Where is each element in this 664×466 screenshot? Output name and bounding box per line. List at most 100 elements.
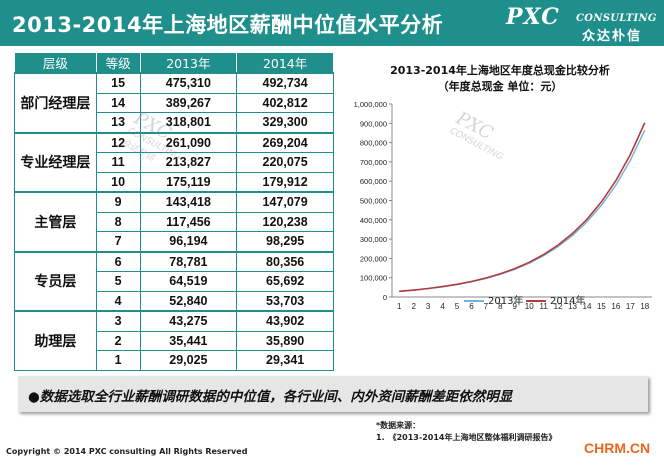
legend-swatch-2014 bbox=[526, 300, 546, 302]
page-title: 2013-2014年上海地区薪酬中位值水平分析 bbox=[12, 13, 444, 37]
table-row: 13 318,801 329,300 bbox=[15, 112, 334, 133]
grade-cell: 13 bbox=[95, 112, 141, 133]
table-row: 2 35,441 35,890 bbox=[15, 330, 334, 351]
table-row: 5 64,519 65,692 bbox=[15, 271, 334, 292]
level-cell: 专员层 bbox=[14, 250, 97, 312]
value-2013-cell: 78,781 bbox=[139, 250, 238, 272]
grade-cell: 14 bbox=[95, 92, 141, 113]
x-tick-label: 2 bbox=[411, 302, 416, 311]
x-tick-label: 17 bbox=[626, 302, 635, 311]
value-2014-cell: 269,204 bbox=[236, 131, 334, 153]
table-row: 助理层 3 43,275 43,902 bbox=[14, 310, 334, 371]
site-label: CHRM.CN bbox=[584, 440, 651, 456]
x-tick-label: 4 bbox=[440, 302, 445, 311]
value-2013-cell: 35,441 bbox=[139, 330, 238, 351]
y-tick-label: 700,000 bbox=[360, 158, 387, 167]
x-tick-label: 6 bbox=[469, 302, 474, 311]
table-row: 专员层 6 78,781 80,356 bbox=[14, 250, 334, 312]
x-tick-label: 13 bbox=[568, 302, 577, 311]
value-2013-cell: 175,119 bbox=[139, 171, 238, 193]
value-2014-cell: 98,295 bbox=[236, 231, 334, 252]
value-2013-cell: 389,267 bbox=[139, 92, 238, 113]
value-2014-cell: 43,902 bbox=[236, 310, 334, 332]
table-row: 专业经理层 12 261,090 269,204 bbox=[14, 131, 334, 193]
y-tick-label: 400,000 bbox=[360, 216, 387, 225]
logo-main: PXC bbox=[506, 4, 560, 30]
y-tick-label: 600,000 bbox=[360, 177, 387, 186]
grade-cell: 7 bbox=[95, 231, 141, 252]
value-2013-cell: 213,827 bbox=[139, 152, 238, 173]
source-item: 1. 《2013-2014年上海地区整体福利调研报告》 bbox=[376, 433, 557, 442]
level-cell: 部门经理层 bbox=[14, 72, 97, 133]
value-2014-cell: 179,912 bbox=[236, 171, 334, 193]
note-text: ●数据选取全行业薪酬调研数据的中位值，各行业间、内外资间薪酬差距依然明显 bbox=[28, 389, 513, 405]
value-2014-cell: 53,703 bbox=[236, 290, 334, 312]
legend-item-2014: 2014年 bbox=[526, 292, 585, 307]
y-tick-label: 300,000 bbox=[360, 235, 387, 244]
x-tick-label: 16 bbox=[611, 302, 620, 311]
copyright: Copyright © 2014 PXC consulting All Righ… bbox=[6, 447, 248, 456]
value-2014-cell: 329,300 bbox=[236, 112, 334, 133]
line-chart: 0 100,000 200,000 300,000 400,000 500,000 600,… bbox=[354, 100, 652, 311]
table-row: 主管层 9 143,418 147,079 bbox=[14, 191, 334, 252]
level-cell: 助理层 bbox=[14, 310, 97, 371]
value-2013-cell: 52,840 bbox=[139, 290, 238, 312]
chart-panel: 2013-2014年上海地区年度总现金比较分析 （年度总现金 单位：元） 0 10… bbox=[340, 58, 660, 311]
table-body: 部门经理层 15 475,310 492,734 14 389,267 402,812 13 3… bbox=[14, 72, 334, 371]
grade-cell: 10 bbox=[95, 171, 141, 193]
y-tick-label: 0 bbox=[383, 293, 387, 302]
y-tick-label: 1,000,000 bbox=[354, 100, 387, 109]
x-tick-label: 5 bbox=[455, 302, 460, 311]
x-tick-label: 14 bbox=[583, 302, 592, 311]
header-2014: 2014年 bbox=[236, 52, 334, 74]
x-tick-label: 11 bbox=[540, 302, 549, 311]
value-2014-cell: 80,356 bbox=[236, 250, 334, 272]
grade-cell: 12 bbox=[95, 131, 141, 153]
series-line-2013 bbox=[399, 129, 646, 293]
logo-sub: CONSULTING bbox=[576, 13, 657, 24]
value-2013-cell: 143,418 bbox=[139, 191, 238, 213]
value-2014-cell: 120,238 bbox=[236, 211, 334, 232]
table-row: 部门经理层 15 475,310 492,734 bbox=[14, 72, 334, 133]
value-2014-cell: 35,890 bbox=[236, 330, 334, 351]
chart-subtitle: （年度总现金 单位：元） bbox=[437, 80, 563, 93]
series-line-2014 bbox=[399, 122, 646, 293]
value-2013-cell: 318,801 bbox=[139, 112, 238, 133]
grade-cell: 15 bbox=[95, 72, 141, 94]
value-2014-cell: 402,812 bbox=[236, 92, 334, 113]
header-bar: 2013-2014年上海地区薪酬中位值水平分析 PXC CONSULTING 众… bbox=[0, 0, 664, 46]
y-tick-label: 800,000 bbox=[360, 139, 387, 148]
x-tick-label: 12 bbox=[554, 302, 563, 311]
note-text-content: 数据选取全行业薪酬调研数据的中位值，各行业间、内外资间薪酬差距依然明显 bbox=[39, 389, 513, 405]
legend-label-2013: 2013年 bbox=[488, 296, 524, 307]
value-2013-cell: 475,310 bbox=[139, 72, 238, 94]
grade-cell: 4 bbox=[95, 290, 141, 312]
note-box: ●数据选取全行业薪酬调研数据的中位值，各行业间、内外资间薪酬差距依然明显 bbox=[18, 376, 648, 412]
x-tick-label: 8 bbox=[498, 302, 503, 311]
level-cell: 专业经理层 bbox=[14, 131, 97, 193]
x-tick-label: 3 bbox=[426, 302, 431, 311]
chart-title: 2013-2014年上海地区年度总现金比较分析 bbox=[390, 64, 610, 77]
value-2013-cell: 43,275 bbox=[139, 310, 238, 332]
y-tick-label: 200,000 bbox=[360, 254, 387, 263]
table-header-row: 层级 等级 2013年 2014年 bbox=[14, 52, 334, 74]
y-tick-label: 900,000 bbox=[360, 119, 387, 128]
table-row: 10 175,119 179,912 bbox=[15, 171, 334, 193]
legend-label-2014: 2014年 bbox=[550, 296, 586, 307]
grade-cell: 6 bbox=[95, 250, 141, 272]
x-tick-label: 1 bbox=[397, 302, 402, 311]
value-2014-cell: 220,075 bbox=[236, 152, 334, 173]
source-label: *数据来源： bbox=[376, 421, 421, 430]
x-tick-label: 18 bbox=[640, 302, 649, 311]
level-cell: 主管层 bbox=[14, 191, 97, 252]
table-row: 4 52,840 53,703 bbox=[15, 290, 334, 312]
company-logo: PXC CONSULTING 众达朴信 bbox=[506, 4, 657, 44]
x-tick-label: 9 bbox=[513, 302, 518, 311]
value-2013-cell: 117,456 bbox=[139, 211, 238, 232]
grade-cell: 9 bbox=[95, 191, 141, 213]
value-2013-cell: 29,025 bbox=[139, 350, 238, 371]
value-2014-cell: 492,734 bbox=[236, 72, 334, 94]
legend-swatch-2013 bbox=[464, 300, 484, 302]
grade-cell: 1 bbox=[95, 350, 141, 371]
header-2013: 2013年 bbox=[139, 52, 238, 74]
